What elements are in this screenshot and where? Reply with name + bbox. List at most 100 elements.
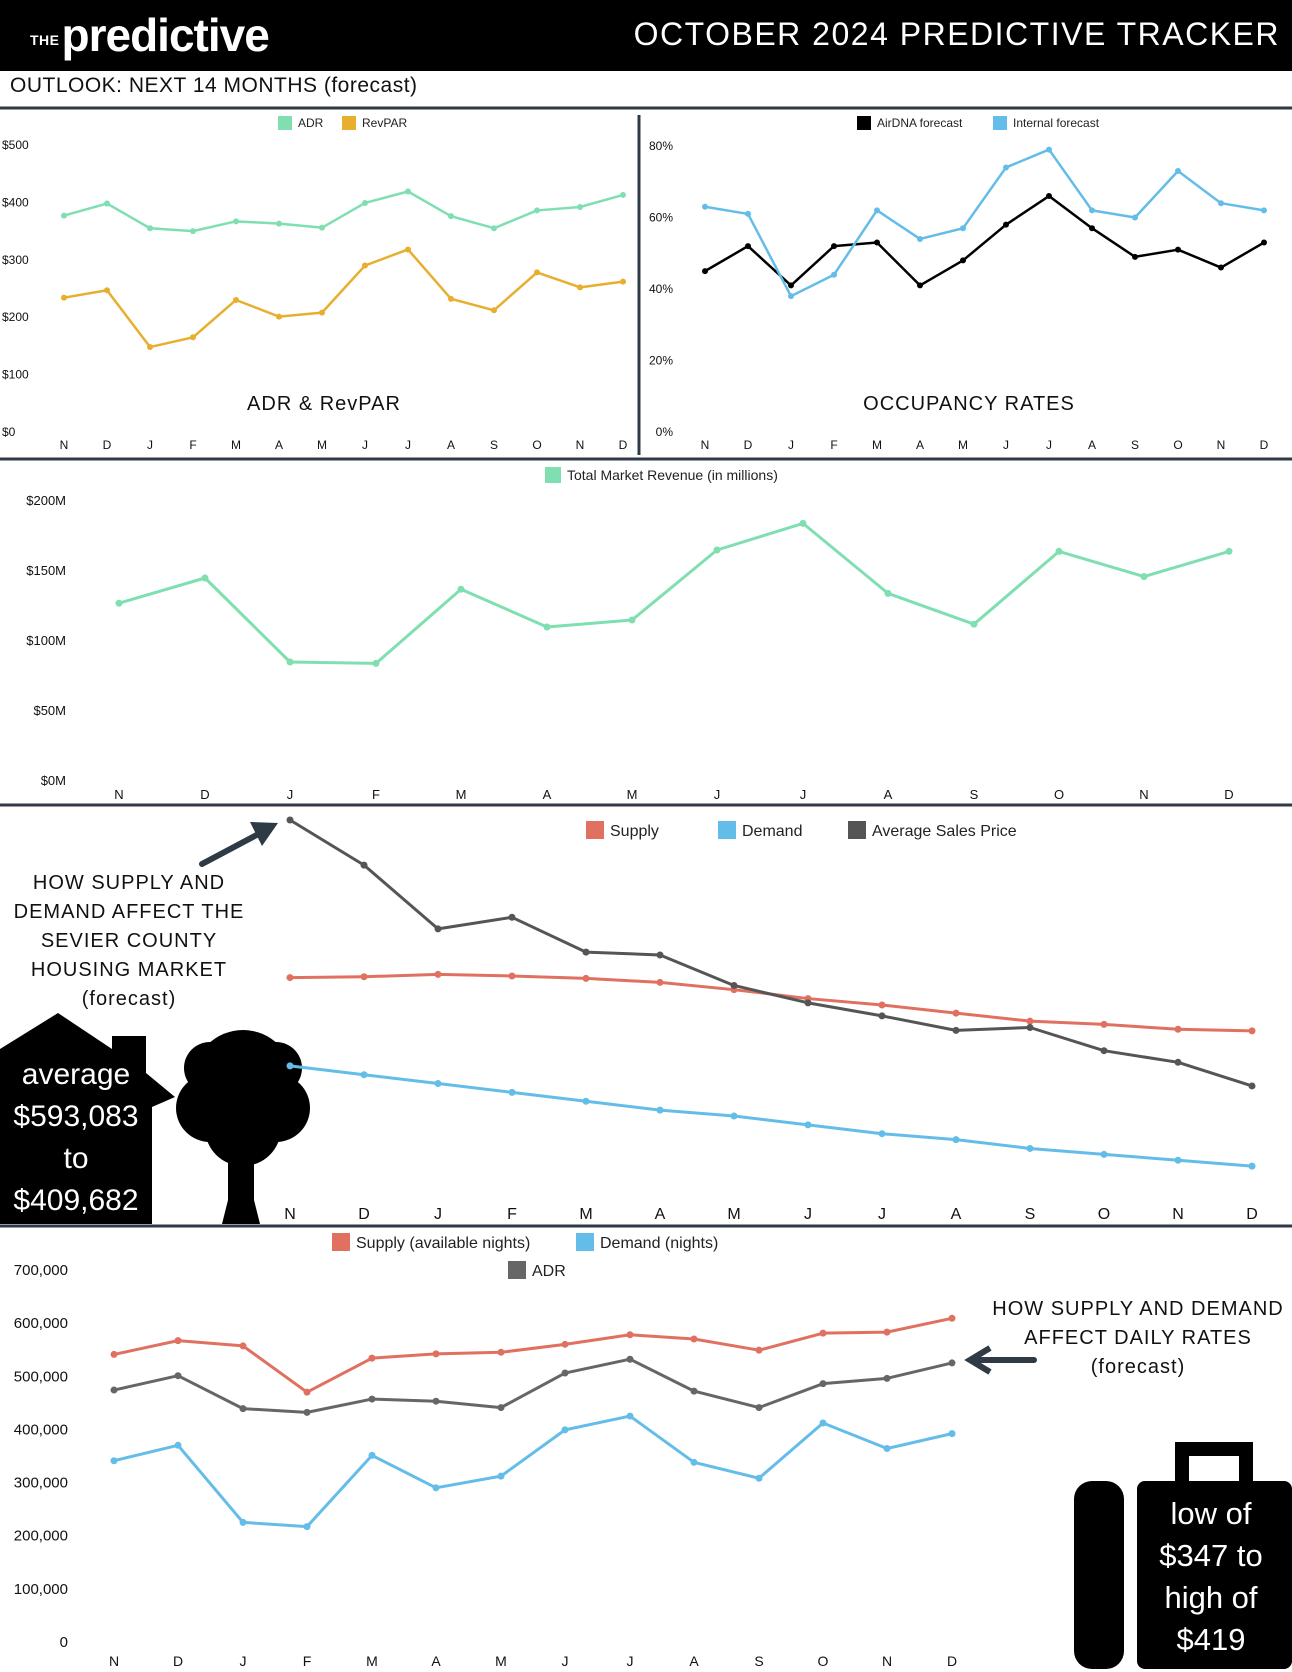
x-tick-label: M — [456, 787, 467, 802]
data-point — [491, 225, 497, 232]
data-point — [730, 1112, 738, 1120]
x-tick-label: A — [884, 787, 893, 802]
x-tick-label: J — [804, 1206, 812, 1223]
data-point — [656, 978, 664, 986]
x-tick-label: N — [60, 438, 69, 452]
data-point — [577, 203, 583, 210]
data-point — [491, 307, 497, 314]
x-tick-label: S — [970, 787, 979, 802]
data-point — [239, 1405, 247, 1413]
x-tick-label: O — [818, 1653, 829, 1669]
y-tick-label: 400,000 — [14, 1421, 68, 1438]
data-point — [1175, 168, 1181, 175]
data-point — [561, 1426, 569, 1434]
logo-prefix: THE — [30, 32, 60, 48]
x-tick-label: O — [1173, 438, 1182, 452]
y-tick-label: 500,000 — [14, 1368, 68, 1385]
x-tick-label: M — [366, 1653, 378, 1669]
y-tick-label: 200,000 — [14, 1528, 68, 1545]
data-point — [883, 1444, 891, 1452]
data-point — [1132, 253, 1138, 260]
data-point — [508, 972, 516, 980]
data-point — [508, 913, 516, 921]
housing-callout: HOW SUPPLY AND DEMAND AFFECT THE SEVIER … — [0, 869, 258, 1014]
logo-main: predictive — [61, 9, 270, 61]
data-point — [952, 1136, 960, 1144]
data-point — [1248, 1162, 1256, 1170]
y-tick-label: 700,000 — [14, 1262, 68, 1279]
data-point — [804, 999, 812, 1007]
x-tick-label: F — [830, 438, 837, 452]
data-point — [948, 1430, 956, 1438]
chart-title: ADR & RevPAR — [247, 393, 401, 415]
logo: THE predictive — [30, 8, 270, 62]
x-tick-label: A — [1088, 438, 1096, 452]
data-point — [104, 287, 110, 294]
data-point — [1174, 1156, 1182, 1164]
data-point — [819, 1380, 827, 1388]
x-tick-label: J — [788, 438, 794, 452]
x-tick-label: D — [744, 438, 753, 452]
y-tick-label: $0 — [2, 425, 16, 439]
rate-range-line: low of — [1170, 1496, 1252, 1531]
x-tick-label: N — [576, 438, 585, 452]
data-point — [1132, 214, 1138, 221]
data-point — [303, 1408, 311, 1416]
data-point — [368, 1395, 376, 1403]
data-point — [360, 1071, 368, 1079]
data-point — [233, 218, 239, 225]
x-tick-label: D — [173, 1653, 183, 1669]
y-tick-label: $100M — [26, 633, 66, 648]
y-tick-label: $50M — [33, 703, 66, 718]
data-point — [534, 269, 540, 276]
data-point — [656, 951, 664, 959]
legend-swatch — [857, 116, 871, 130]
data-point — [755, 1474, 763, 1482]
data-point — [702, 268, 708, 275]
data-point — [1026, 1144, 1034, 1152]
data-point — [434, 925, 442, 933]
x-tick-label: A — [655, 1206, 666, 1223]
y-tick-label: $300 — [2, 253, 29, 267]
data-point — [432, 1350, 440, 1358]
data-point — [561, 1369, 569, 1377]
x-tick-label: S — [754, 1653, 763, 1669]
data-point — [690, 1458, 698, 1466]
data-point — [804, 1121, 812, 1129]
legend-label: Demand (nights) — [600, 1235, 718, 1252]
data-point — [1046, 146, 1052, 153]
data-point — [626, 1355, 634, 1363]
data-point — [110, 1350, 118, 1358]
data-point — [952, 1009, 960, 1017]
data-point — [1140, 573, 1148, 581]
legend-swatch — [508, 1261, 526, 1279]
x-tick-label: M — [495, 1653, 507, 1669]
x-tick-label: J — [287, 787, 294, 802]
data-point — [1089, 225, 1095, 232]
data-point — [508, 1088, 516, 1096]
data-point — [1100, 1047, 1108, 1055]
data-point — [960, 225, 966, 232]
data-point — [239, 1342, 247, 1350]
data-point — [434, 970, 442, 978]
data-point — [656, 1106, 664, 1114]
legend-label: ADR — [298, 116, 324, 130]
x-tick-label: F — [303, 1653, 312, 1669]
legend-label: Demand — [742, 823, 802, 840]
data-point — [1003, 164, 1009, 171]
legend-label: Total Market Revenue (in millions) — [567, 467, 778, 483]
data-point — [286, 1062, 294, 1070]
x-tick-label: M — [231, 438, 241, 452]
y-tick-label: 0% — [656, 425, 674, 439]
data-point — [831, 243, 837, 250]
data-point — [1248, 1027, 1256, 1035]
arrow-left-icon — [964, 1345, 1037, 1375]
data-point — [362, 199, 368, 206]
data-point — [884, 589, 892, 597]
data-point — [831, 271, 837, 278]
data-point — [110, 1386, 118, 1394]
data-point — [405, 188, 411, 195]
x-tick-label: A — [431, 1653, 441, 1669]
tree-icon — [176, 1030, 310, 1224]
series-line-adr — [113, 1357, 953, 1414]
